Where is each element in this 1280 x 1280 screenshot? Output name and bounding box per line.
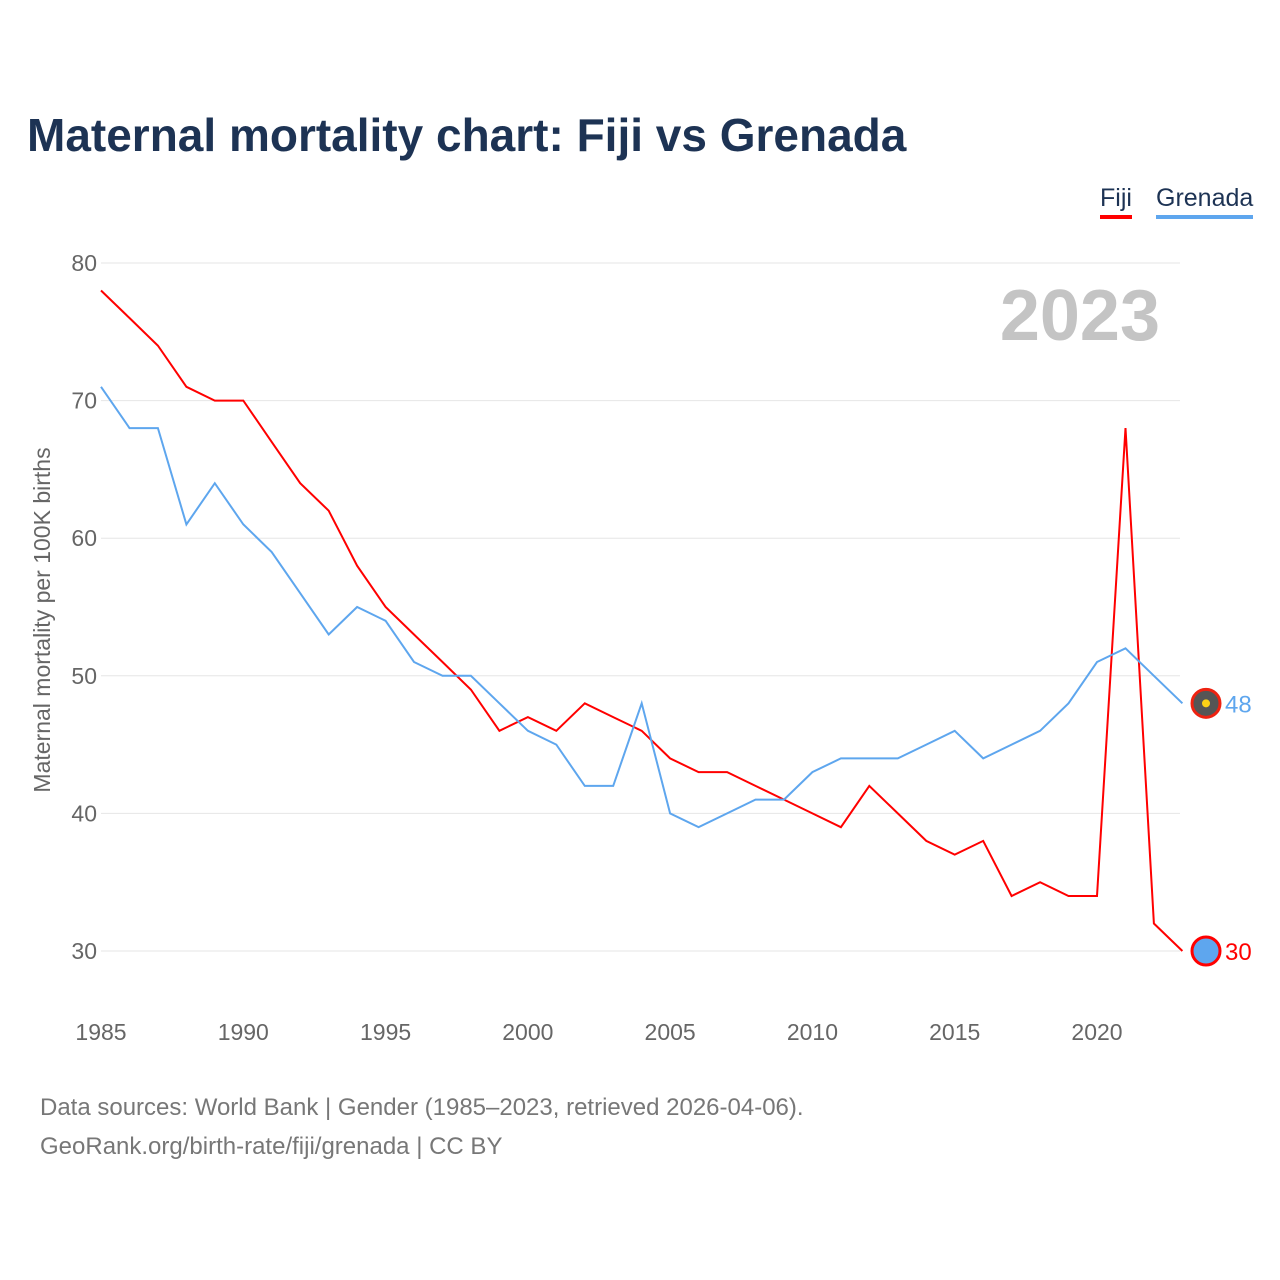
end-value-label: 30 xyxy=(1225,939,1252,966)
y-axis-label: Maternal mortality per 100K births xyxy=(29,447,55,792)
y-tick-label: 70 xyxy=(71,388,97,414)
flag-star-icon xyxy=(1202,699,1210,708)
series-line-fiji xyxy=(100,289,1184,952)
y-tick-label: 80 xyxy=(71,250,97,276)
series-line-grenada xyxy=(100,386,1184,829)
source-note: Data sources: World Bank | Gender (1985–… xyxy=(40,1094,804,1121)
x-tick-label: 2010 xyxy=(787,1019,838,1045)
legend-grenada[interactable]: Grenada xyxy=(1156,184,1254,219)
y-tick-label: 50 xyxy=(71,663,97,689)
x-tick-label: 2005 xyxy=(645,1019,696,1045)
end-value-label: 48 xyxy=(1225,691,1252,718)
year-watermark: 2023 xyxy=(1000,276,1160,356)
x-tick-label: 1995 xyxy=(360,1019,411,1045)
x-tick-label: 1985 xyxy=(75,1019,126,1045)
legend-fiji[interactable]: Fiji xyxy=(1100,184,1132,219)
y-tick-label: 30 xyxy=(71,938,97,964)
footer: Data sources: World Bank | Gender (1985–… xyxy=(40,1088,804,1166)
x-tick-label: 2000 xyxy=(502,1019,553,1045)
flag-fiji-icon xyxy=(1190,935,1222,967)
source-link[interactable]: GeoRank.org/birth-rate/fiji/grenada | CC… xyxy=(40,1133,503,1160)
y-tick-label: 60 xyxy=(71,525,97,551)
x-tick-label: 2020 xyxy=(1071,1019,1122,1045)
x-tick-label: 1990 xyxy=(218,1019,269,1045)
x-tick-label: 2015 xyxy=(929,1019,980,1045)
chart-title: Maternal mortality chart: Fiji vs Grenad… xyxy=(27,109,907,161)
y-tick-label: 40 xyxy=(71,800,97,826)
